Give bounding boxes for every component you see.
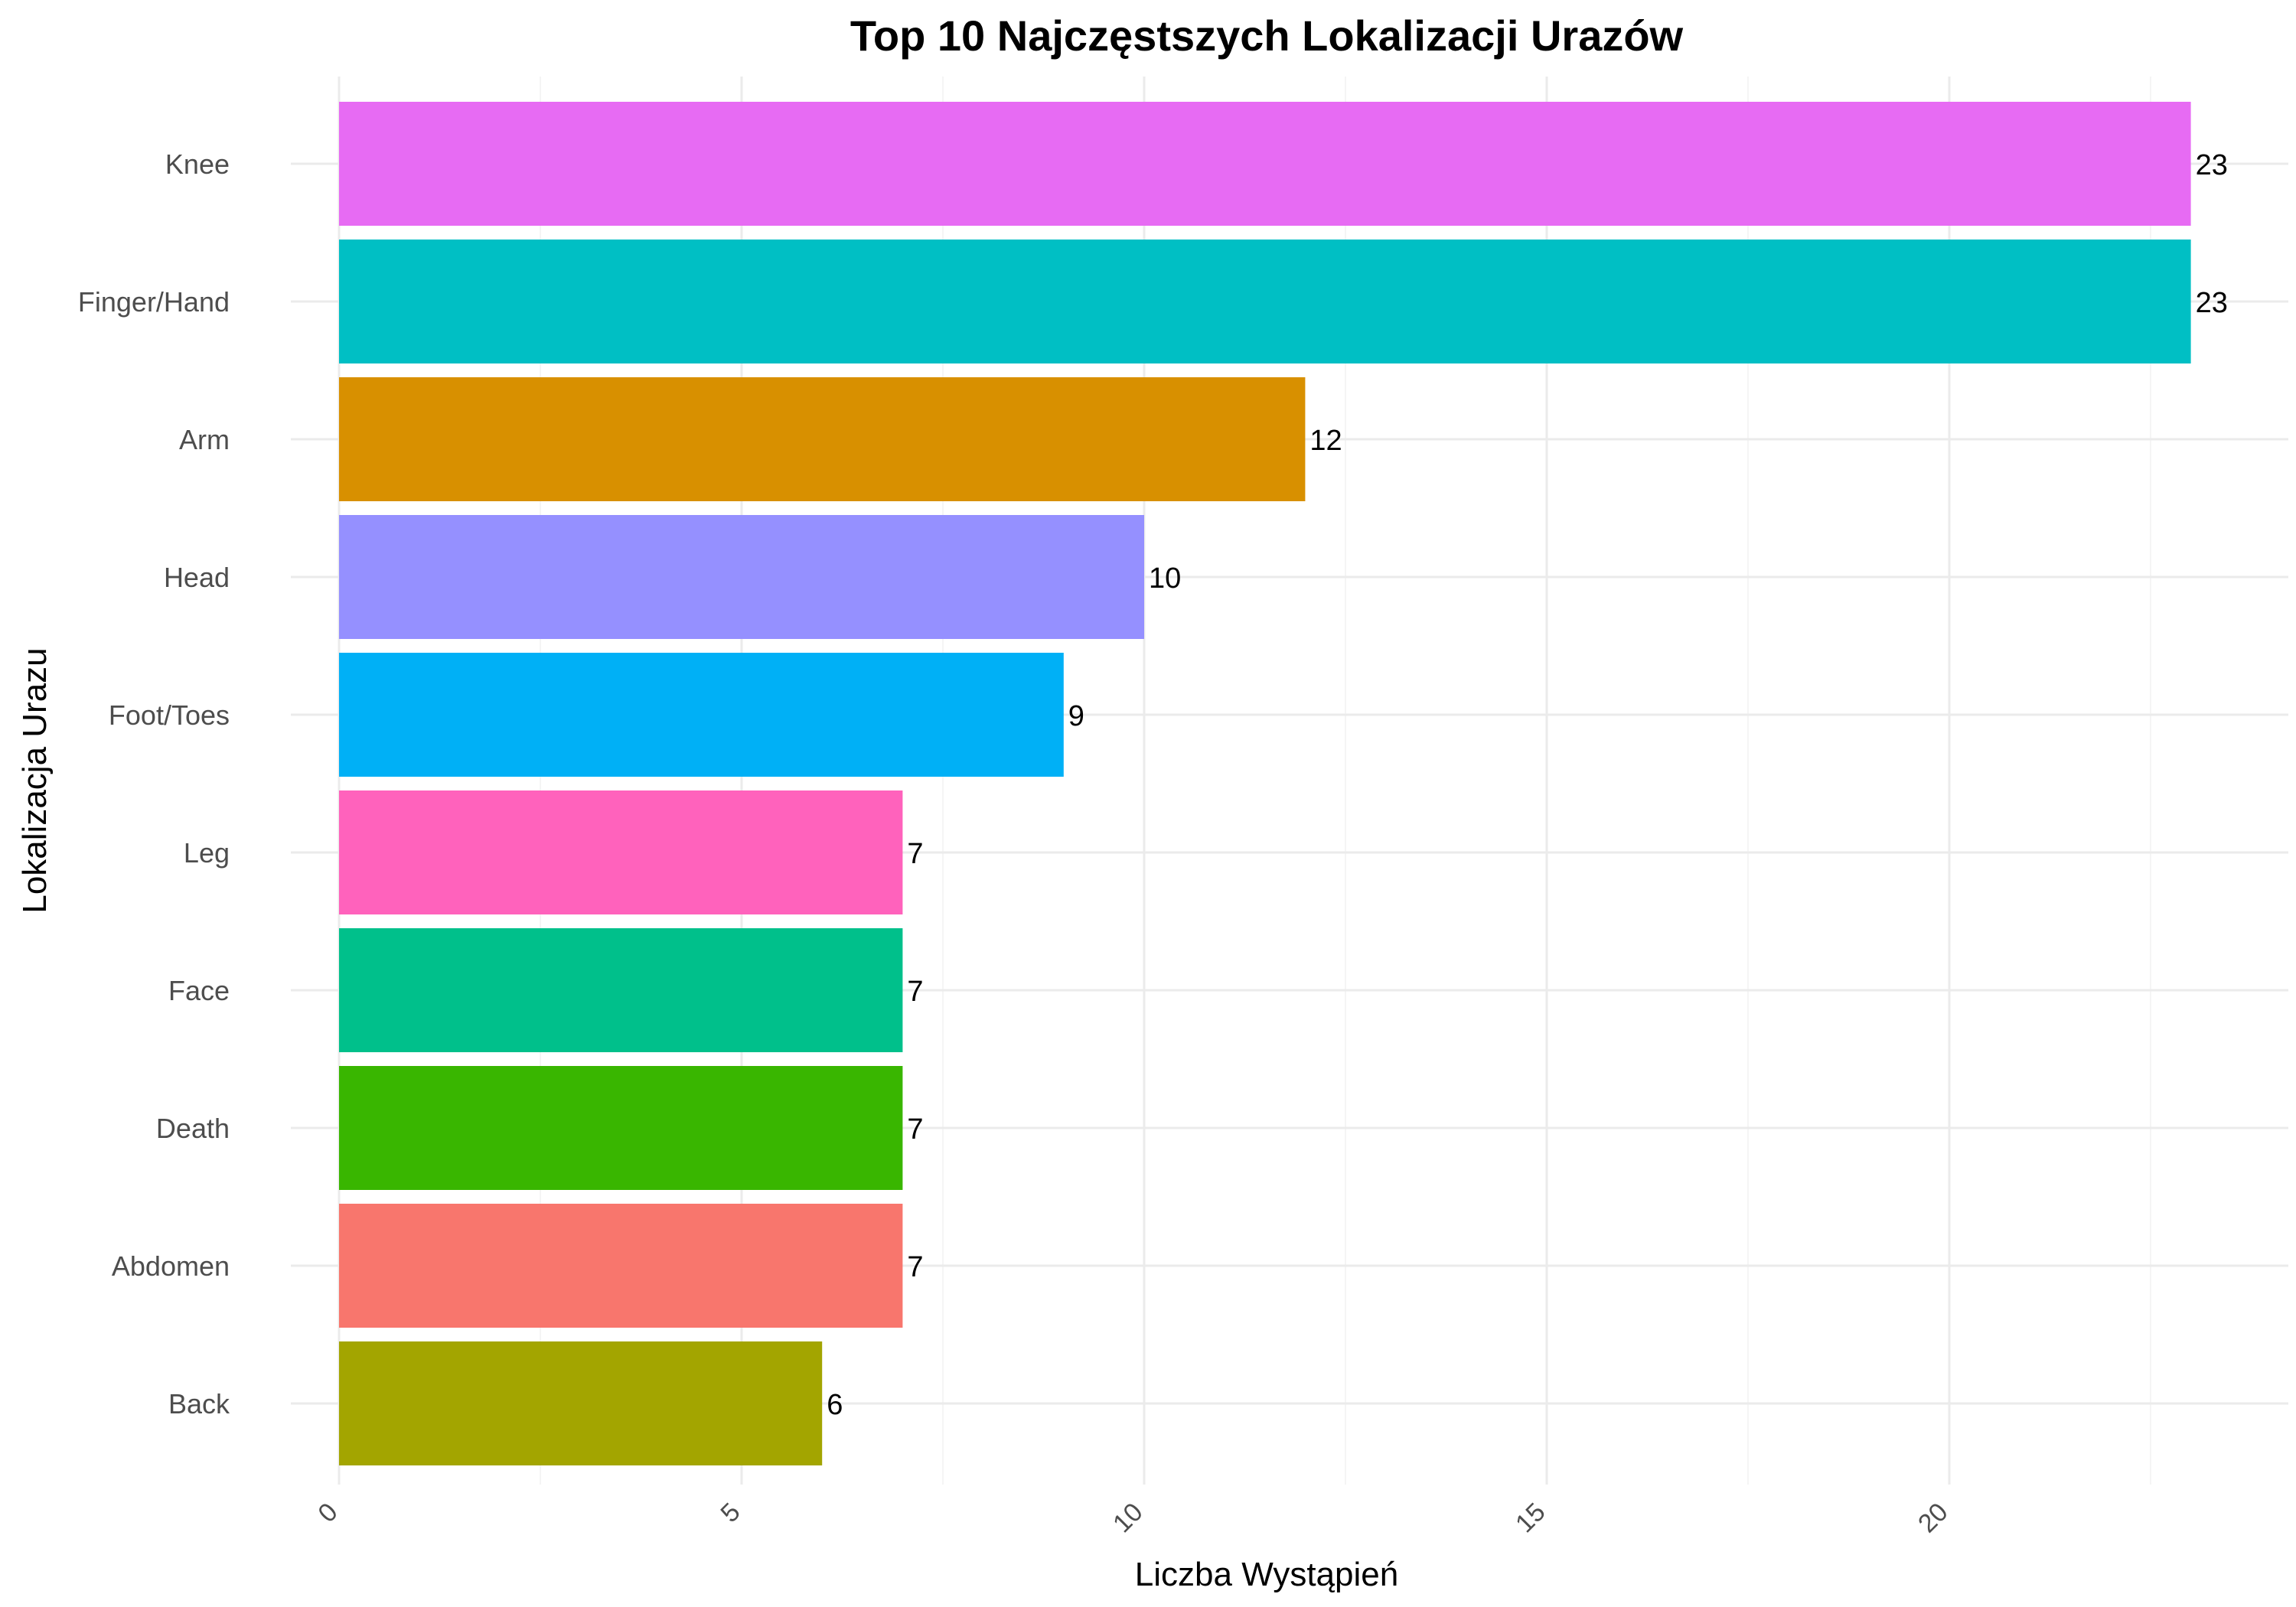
bar-abdomen xyxy=(339,1204,903,1328)
y-category-label: Knee xyxy=(165,148,230,180)
bar-head xyxy=(339,515,1144,639)
bar-death xyxy=(339,1066,903,1190)
bars xyxy=(339,102,2191,1465)
bar-face xyxy=(339,928,903,1052)
labels: 0 5 10 15 20 Knee 23 Finger/Hand 23 Arm 12 Head 10 Fo… xyxy=(78,148,2228,1538)
bar-value-label: 10 xyxy=(1149,562,1181,595)
y-category-label: Foot/Toes xyxy=(109,699,230,731)
y-category-label: Arm xyxy=(179,424,230,455)
bar-value-label: 9 xyxy=(1068,700,1084,732)
y-category-label: Face xyxy=(168,975,230,1006)
x-tick-label: 20 xyxy=(1913,1498,1954,1539)
x-tick-label: 0 xyxy=(312,1498,343,1528)
y-axis-title: Lokalizacja Urazu xyxy=(16,647,54,913)
chart-title: Top 10 Najczęstszych Lokalizacji Urazów xyxy=(850,11,1684,60)
bar-value-label: 7 xyxy=(907,976,923,1008)
bar-value-label: 12 xyxy=(1309,425,1342,457)
y-category-label: Leg xyxy=(184,837,230,869)
y-category-label: Death xyxy=(156,1113,230,1144)
x-tick-label: 15 xyxy=(1510,1498,1551,1539)
x-tick-label: 10 xyxy=(1107,1498,1149,1539)
bar-foot-toes xyxy=(339,653,1064,777)
bar-finger-hand xyxy=(339,240,2191,363)
y-category-label: Head xyxy=(164,562,230,593)
bar-leg xyxy=(339,790,903,914)
bar-value-label: 7 xyxy=(907,838,923,870)
x-tick-label: 5 xyxy=(715,1498,745,1528)
y-category-label: Abdomen xyxy=(112,1250,230,1282)
bar-value-label: 23 xyxy=(2196,287,2228,319)
bar-value-label: 7 xyxy=(907,1251,923,1283)
bar-value-label: 7 xyxy=(907,1113,923,1146)
y-category-label: Back xyxy=(168,1388,230,1420)
x-axis-title: Liczba Wystąpień xyxy=(1135,1556,1398,1593)
y-category-label: Finger/Hand xyxy=(78,286,230,318)
bar-arm xyxy=(339,377,1306,501)
bar-back xyxy=(339,1341,823,1465)
bar-knee xyxy=(339,102,2191,226)
bar-value-label: 6 xyxy=(827,1389,843,1421)
bar-value-label: 23 xyxy=(2196,149,2228,181)
